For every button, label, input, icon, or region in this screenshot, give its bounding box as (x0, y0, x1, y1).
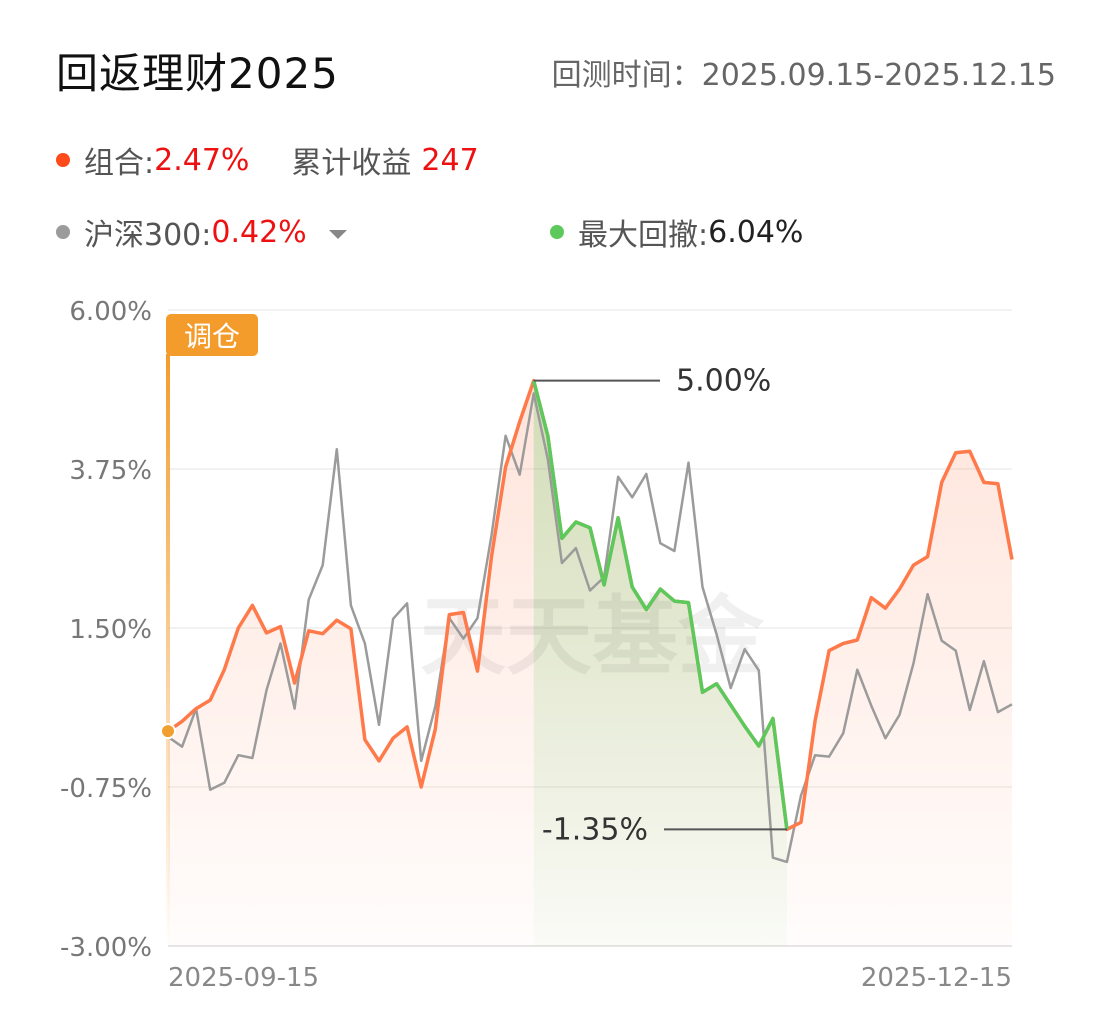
rebalance-line (166, 354, 170, 946)
page-title: 回返理财2025 (56, 49, 339, 98)
y-tick-label: 1.50% (69, 615, 152, 645)
rebalance-badge-label: 调仓 (184, 320, 240, 353)
backtest-period-label: 回测时间： (551, 58, 702, 93)
legend-benchmark[interactable]: 沪深300: 0.42% (56, 210, 347, 254)
start-dot (160, 723, 176, 740)
watermark: 天天基金 (420, 586, 765, 687)
drawdown-dot-icon (550, 225, 564, 239)
drawdown-label: 最大回撤: (578, 218, 709, 253)
x-tick-label-end: 2025-12-15 (861, 963, 1012, 993)
y-tick-label: 3.75% (69, 456, 152, 486)
benchmark-label: 沪深300: (84, 218, 212, 253)
backtest-period: 回测时间：2025.09.15-2025.12.15 (552, 50, 1056, 94)
y-tick-label: -3.00% (60, 933, 152, 963)
backtest-period-value: 2025.09.15-2025.12.15 (701, 58, 1056, 93)
rebalance-badge (166, 314, 258, 356)
portfolio-value: 2.47% (154, 142, 250, 178)
benchmark-dot-icon (56, 225, 70, 239)
trough-annotation-label: -1.35% (542, 812, 648, 847)
x-tick-label-start: 2025-09-15 (168, 963, 319, 993)
benchmark-dropdown-icon[interactable] (328, 229, 347, 239)
cumulative-label: 累计收益 (291, 146, 412, 181)
drawdown-area (533, 380, 787, 946)
legend-portfolio: 组合: 2.47% 累计收益 247 (56, 138, 479, 182)
benchmark-value: 0.42% (211, 214, 307, 250)
legend-drawdown: 最大回撤: 6.04% (550, 210, 803, 254)
y-tick-label: 6.00% (69, 297, 152, 327)
peak-annotation-label: 5.00% (676, 364, 771, 399)
cumulative-value: 247 (421, 142, 479, 178)
portfolio-label: 组合: (84, 146, 155, 181)
drawdown-value: 6.04% (708, 214, 804, 250)
portfolio-dot-icon (56, 153, 70, 167)
y-tick-label: -0.75% (60, 774, 152, 804)
